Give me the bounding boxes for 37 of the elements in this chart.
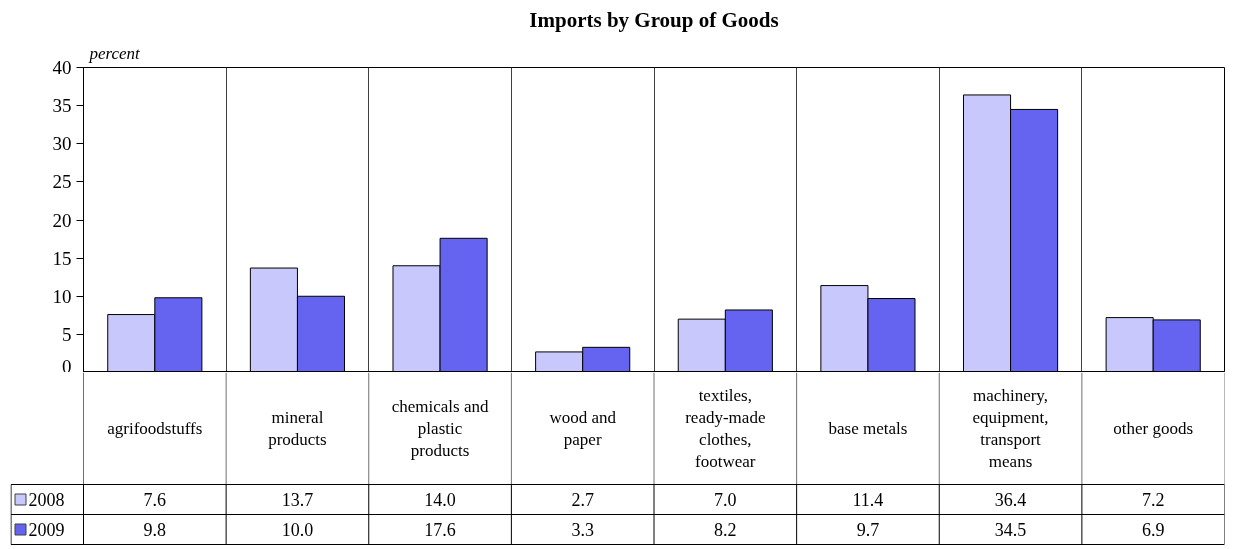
y-tick-label: 5 (62, 323, 72, 345)
chart-title: Imports by Group of Goods (529, 7, 779, 32)
y-tick-label: 35 (52, 95, 72, 117)
x-tick-label: textiles, ready-made clothes, footwear (685, 386, 766, 471)
data-label: 17.6 (424, 520, 456, 540)
data-label: 7.6 (143, 490, 167, 510)
legend-label: 2008 (28, 490, 65, 510)
data-label: 7.0 (714, 490, 737, 510)
y-tick-label: 40 (52, 57, 72, 78)
data-label: 11.4 (852, 490, 884, 510)
y-tick-label: 30 (52, 133, 72, 155)
data-label: 6.9 (1141, 520, 1165, 540)
x-tick-label: chemicals and plastic products (391, 397, 489, 460)
data-label: 9.8 (143, 520, 167, 540)
data-label: 9.7 (856, 520, 880, 540)
x-tick-label: mineral products (268, 408, 327, 449)
x-tick-label: wood and paper (549, 408, 617, 449)
x-tick-label: agrifoodstuffs (107, 419, 203, 438)
y-tick-label: 15 (52, 247, 72, 269)
data-label: 7.2 (1141, 490, 1165, 510)
data-label: 36.4 (994, 490, 1027, 510)
data-label: 13.7 (281, 490, 314, 510)
data-label: 34.5 (994, 520, 1027, 540)
y-tick-label: 25 (52, 171, 72, 193)
x-tick-label: base metals (828, 419, 908, 438)
data-label: 10.0 (281, 520, 314, 540)
x-tick-label: machinery, equipment, transport means (972, 386, 1049, 471)
y-tick-label: 20 (52, 209, 72, 231)
y-tick-label: 0 (62, 355, 72, 377)
data-label: 8.2 (714, 520, 737, 540)
y-tick-label: 10 (52, 285, 72, 307)
data-label: 3.3 (571, 520, 594, 540)
y-axis-title: percent (88, 43, 142, 63)
data-label: 2.7 (571, 490, 594, 510)
data-label: 14.0 (424, 490, 456, 510)
legend-label: 2009 (28, 520, 65, 540)
x-tick-label: other goods (1113, 419, 1194, 438)
